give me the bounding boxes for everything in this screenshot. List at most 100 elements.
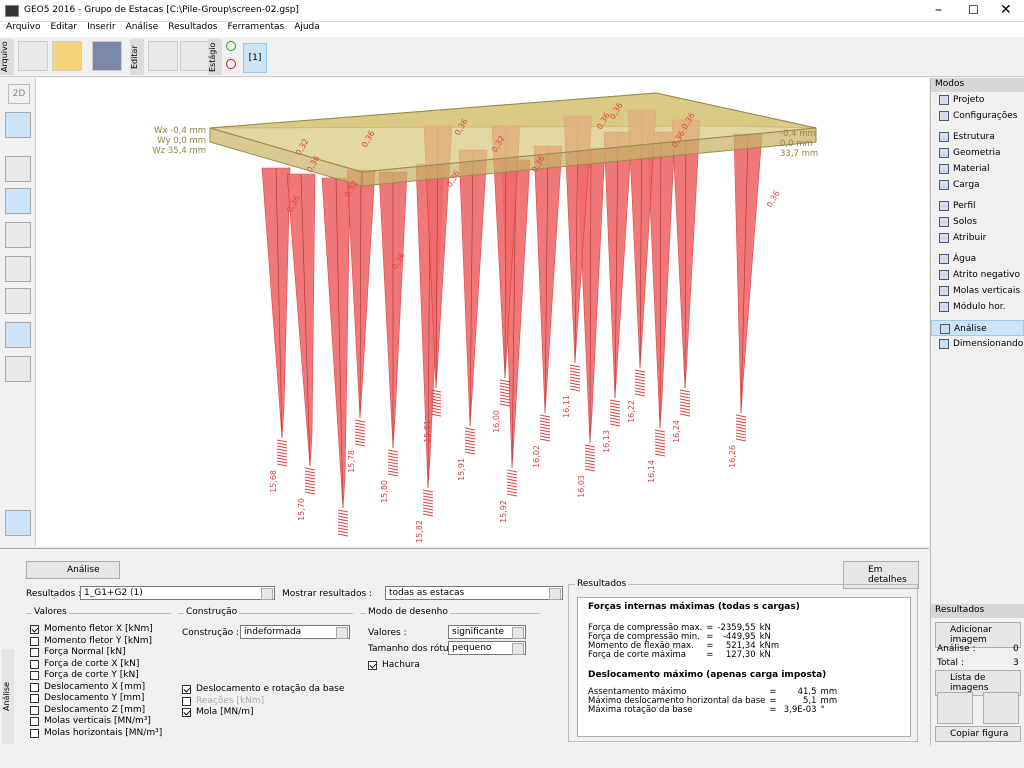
maximize[interactable]: ☐ [968, 3, 979, 17]
deformation-label: 33,7 mm [780, 149, 818, 159]
spring-coil [464, 445, 476, 449]
print-pdf-button[interactable] [983, 692, 1019, 724]
side-tab[interactable]: Análise [2, 649, 14, 744]
analyze-button[interactable]: Análise [26, 561, 120, 579]
checkbox-label: Deslocamento X [mm] [44, 681, 146, 692]
spring-coil [506, 481, 518, 485]
spring-coil [539, 438, 551, 442]
copy-button[interactable] [148, 41, 178, 71]
checkbox-box [30, 728, 39, 738]
mode-item[interactable]: Análise [931, 320, 1024, 336]
checkbox[interactable]: Deslocamento X [mm] [30, 682, 162, 694]
spring-coil [387, 470, 399, 474]
spring-coil [304, 467, 316, 471]
construction-label: Construção : [182, 628, 239, 638]
checkbox[interactable]: Momento fletor Y [kNm] [30, 636, 162, 648]
checkbox[interactable]: Deslocamento Y [mm] [30, 693, 162, 705]
checkbox[interactable]: Força de corte Y [kN] [30, 670, 162, 682]
mode-item[interactable]: Dimensionando [931, 336, 1024, 352]
spring-coil [539, 420, 551, 424]
open-button[interactable] [52, 41, 82, 71]
spring-coil [634, 381, 646, 385]
tool-button[interactable] [5, 256, 31, 282]
mode-item[interactable]: Solos [931, 214, 1024, 230]
result-cell: Momento de flexão max. [588, 641, 694, 651]
result-cell: Força de compressão max. [588, 623, 703, 633]
spring-coil [735, 426, 747, 430]
spring-coil [584, 468, 596, 472]
checkbox[interactable]: Mola [MN/m] [182, 707, 344, 719]
mode-item[interactable]: Perfil [931, 198, 1024, 214]
result-cell: 5,1 [803, 696, 817, 706]
pile-moment [603, 131, 633, 399]
size-select[interactable]: pequeno [448, 641, 526, 655]
spring-coil [430, 410, 442, 414]
show-select[interactable]: todas as estacas [385, 586, 563, 600]
checkbox[interactable]: Hachura [368, 660, 420, 672]
spring-coil [354, 428, 366, 432]
tool-button[interactable] [5, 112, 31, 138]
menu-item[interactable]: Editar [50, 22, 78, 32]
spring-coil [506, 493, 518, 497]
spring-coil [499, 397, 511, 401]
mode-item[interactable]: Água [931, 251, 1024, 267]
mode-item[interactable]: Estrutura [931, 129, 1024, 145]
tool-button[interactable] [5, 510, 31, 536]
spring-coil [304, 476, 316, 480]
spring-coil [430, 395, 442, 399]
deformation-label: Wx -0,4 mm [154, 126, 206, 136]
mode-item[interactable]: Material [931, 161, 1024, 177]
mode-item[interactable]: Molas verticais [931, 283, 1024, 299]
forces-title: Forças internas máximas (todas s cargas) [588, 602, 800, 612]
save-button[interactable] [92, 41, 122, 71]
spring-coil [354, 419, 366, 423]
tool-button[interactable] [5, 322, 31, 348]
spring-coil [337, 518, 349, 522]
menu-item[interactable]: Arquivo [6, 22, 41, 32]
tool-button[interactable] [5, 356, 31, 382]
new-button[interactable] [18, 41, 48, 71]
construction-select[interactable]: indeformada [240, 625, 350, 639]
checkbox[interactable]: Força de corte X [kN] [30, 659, 162, 671]
tool-button[interactable] [5, 288, 31, 314]
stage-button[interactable]: [1] [243, 43, 267, 73]
copy-figure-button[interactable]: Copiar figura [935, 726, 1021, 742]
mode-item[interactable]: Atribuir [931, 230, 1024, 246]
results-select[interactable]: 1_G1+G2 (1) [80, 586, 275, 600]
checkbox[interactable]: Reações [kNm] [182, 696, 344, 708]
view-2d[interactable]: 2D [8, 84, 30, 104]
tool-button[interactable] [5, 156, 31, 182]
checkbox[interactable]: Deslocamento Z [mm] [30, 705, 162, 717]
checkbox[interactable]: Deslocamento e rotação da base [182, 684, 344, 696]
mode-item[interactable]: Projeto [931, 92, 1024, 108]
image-list-button[interactable]: Lista de imagens [935, 670, 1021, 696]
spring-coil [584, 450, 596, 454]
remove-stage[interactable] [226, 59, 236, 69]
menu-item[interactable]: Ajuda [294, 22, 320, 32]
menu-item[interactable]: Inserir [87, 22, 116, 32]
add-stage[interactable] [226, 41, 236, 51]
menu-item[interactable]: Ferramentas [227, 22, 285, 32]
tool-button[interactable] [5, 222, 31, 248]
tool-button[interactable] [5, 188, 31, 214]
checkbox[interactable]: Força Normal [kN] [30, 647, 162, 659]
mode-item[interactable]: Configurações [931, 108, 1024, 124]
menu-item[interactable]: Análise [125, 22, 159, 32]
paste-button[interactable] [180, 41, 210, 71]
menu-item[interactable]: Resultados [168, 22, 218, 32]
checkbox[interactable]: Molas horizontais [MN/m³] [30, 728, 162, 740]
checkbox[interactable]: Momento fletor X [kNm] [30, 624, 162, 636]
mode-item[interactable]: Atrito negativo [931, 267, 1024, 283]
minimize[interactable]: – [935, 2, 942, 18]
mode-item[interactable]: Geometria [931, 145, 1024, 161]
window-title: GEO5 2016 - Grupo de Estacas [C:\Pile-Gr… [24, 5, 299, 15]
result-row: Momento de flexão max. = 521,34 kNm [588, 642, 783, 651]
result-row: Máxima rotação da base = 3,9E-03 ° [588, 706, 841, 715]
values-select[interactable]: significante [448, 625, 526, 639]
close[interactable]: ✕ [1000, 2, 1012, 18]
checkbox[interactable]: Molas verticais [MN/m³] [30, 716, 162, 728]
mode-item[interactable]: Módulo hor. [931, 299, 1024, 315]
add-image-button[interactable]: Adicionar imagem [935, 622, 1021, 648]
print-button[interactable] [937, 692, 973, 724]
mode-item[interactable]: Carga [931, 177, 1024, 193]
